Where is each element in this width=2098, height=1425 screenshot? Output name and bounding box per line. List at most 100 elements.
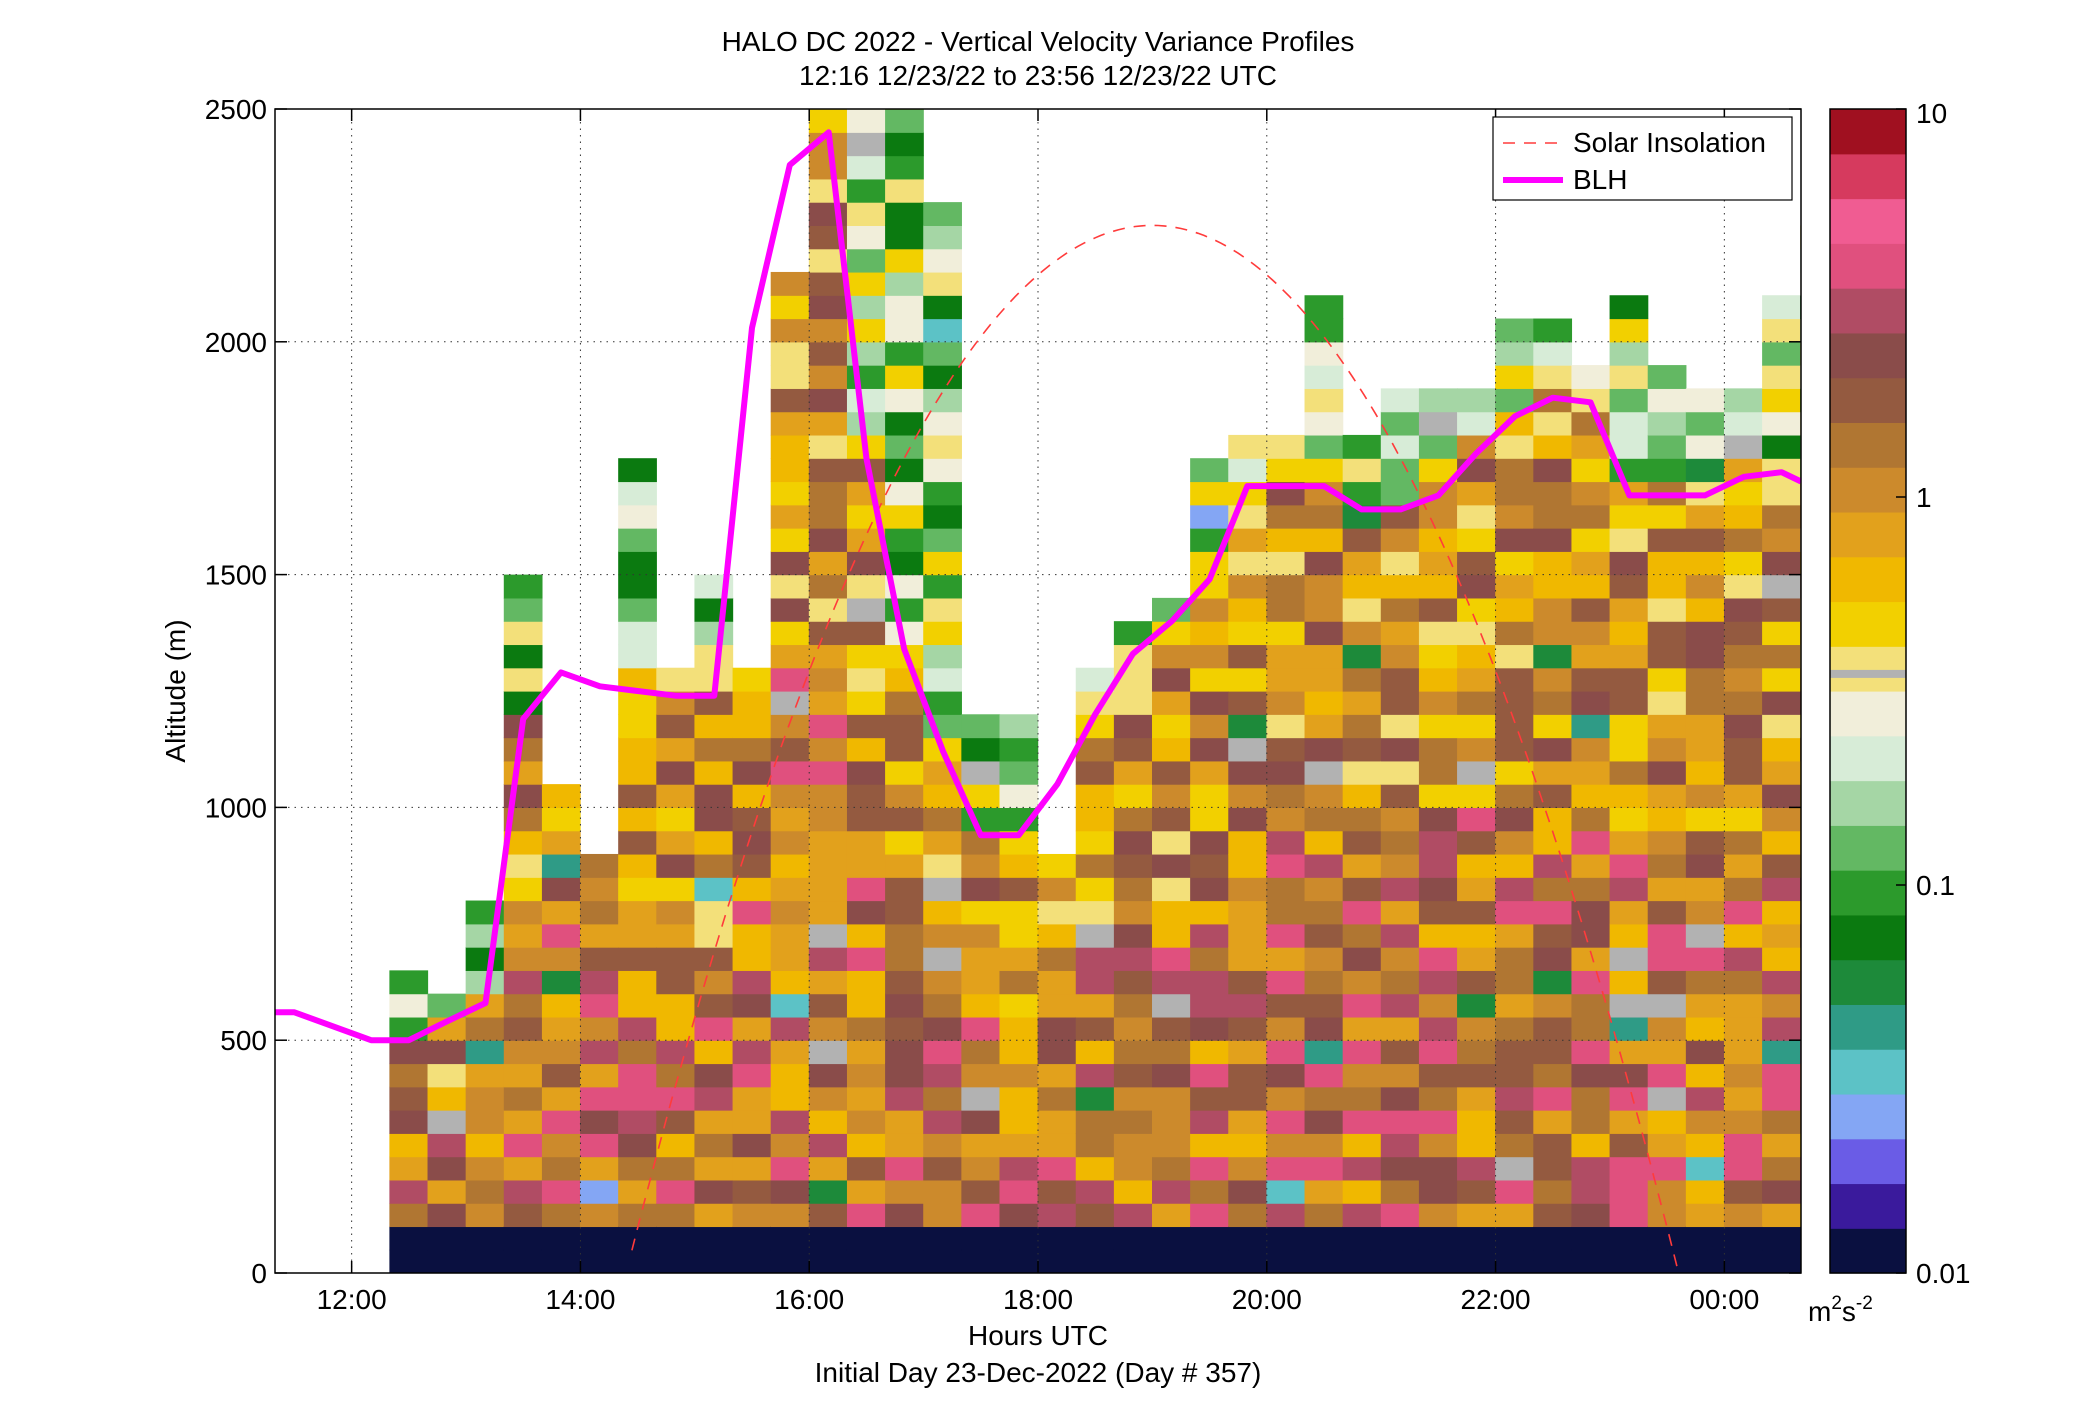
heatmap-cell bbox=[770, 947, 810, 971]
heatmap-cell bbox=[1037, 923, 1077, 948]
heatmap-cell bbox=[1152, 830, 1191, 855]
heatmap-cell bbox=[1647, 1179, 1687, 1204]
heatmap-cell bbox=[1647, 504, 1687, 529]
heatmap-cell bbox=[1342, 1249, 1382, 1273]
heatmap-cell bbox=[1685, 970, 1725, 995]
heatmap-cell bbox=[1075, 877, 1115, 902]
heatmap-cell bbox=[1113, 1086, 1153, 1111]
heatmap-cell bbox=[1152, 1156, 1191, 1181]
heatmap-cell bbox=[1418, 1086, 1458, 1111]
heatmap-cell bbox=[503, 1040, 543, 1065]
heatmap-cell bbox=[1304, 993, 1344, 1018]
heatmap-cell bbox=[1075, 737, 1115, 762]
heatmap-cell bbox=[808, 458, 848, 483]
heatmap-cell bbox=[1418, 1110, 1458, 1134]
heatmap-cell bbox=[1495, 574, 1534, 599]
chart-subtitle: 12:16 12/23/22 to 23:56 12/23/22 UTC bbox=[799, 60, 1277, 91]
heatmap-cell bbox=[1647, 691, 1687, 715]
heatmap-cell bbox=[808, 830, 848, 855]
heatmap-cell bbox=[961, 923, 1001, 948]
heatmap-cell bbox=[1647, 1110, 1687, 1134]
heatmap-cell bbox=[1457, 644, 1496, 669]
heatmap-cell bbox=[885, 155, 924, 180]
heatmap-cell bbox=[1418, 434, 1458, 459]
heatmap-cell bbox=[1647, 947, 1687, 971]
heatmap-cell bbox=[1418, 830, 1458, 855]
heatmap-cell bbox=[1113, 1249, 1153, 1273]
heatmap-cell bbox=[1647, 388, 1687, 413]
heatmap-cell bbox=[1113, 1203, 1153, 1228]
heatmap-cell bbox=[1304, 458, 1344, 483]
heatmap-cell bbox=[1152, 1249, 1191, 1273]
heatmap-cell bbox=[580, 1086, 619, 1111]
heatmap-cell bbox=[580, 853, 619, 878]
heatmap-cell bbox=[1495, 784, 1534, 808]
heatmap-cell bbox=[732, 1110, 772, 1134]
heatmap-cell bbox=[923, 528, 962, 552]
heatmap-cell bbox=[770, 923, 810, 948]
heatmap-cell bbox=[1304, 877, 1344, 902]
colorbar-segment bbox=[1830, 377, 1906, 423]
heatmap-cell bbox=[1304, 318, 1344, 343]
heatmap-cell bbox=[1418, 923, 1458, 948]
heatmap-cell bbox=[1457, 807, 1496, 832]
heatmap-cell bbox=[1762, 1133, 1801, 1158]
heatmap-cell bbox=[1342, 574, 1382, 599]
heatmap-cell bbox=[1037, 877, 1077, 902]
heatmap-cell bbox=[1342, 784, 1382, 808]
heatmap-cell bbox=[1190, 528, 1229, 552]
heatmap-cell bbox=[1685, 388, 1725, 413]
heatmap-cell bbox=[1266, 574, 1306, 599]
heatmap-cell bbox=[961, 1133, 1001, 1158]
heatmap-cell bbox=[999, 923, 1039, 948]
heatmap-cell bbox=[1457, 667, 1496, 692]
heatmap-cell bbox=[1609, 1249, 1649, 1273]
heatmap-cell bbox=[465, 1156, 505, 1181]
heatmap-cell bbox=[770, 574, 810, 599]
heatmap-cell bbox=[1190, 947, 1229, 971]
heatmap-cell bbox=[1762, 318, 1801, 343]
heatmap-cell bbox=[1266, 528, 1306, 552]
heatmap-cell bbox=[885, 528, 924, 552]
heatmap-cell bbox=[656, 853, 696, 878]
heatmap-cell bbox=[1533, 970, 1573, 995]
heatmap-cell bbox=[1571, 1249, 1611, 1273]
heatmap-cell bbox=[1609, 411, 1649, 436]
heatmap-cell bbox=[1533, 807, 1573, 832]
heatmap-cell bbox=[961, 1179, 1001, 1204]
heatmap-cell bbox=[1762, 574, 1801, 599]
heatmap-cell bbox=[770, 1156, 810, 1181]
heatmap-cell bbox=[732, 1179, 772, 1204]
heatmap-cell bbox=[1533, 667, 1573, 692]
heatmap-cell bbox=[1533, 900, 1573, 925]
heatmap-cell bbox=[1190, 807, 1229, 832]
heatmap bbox=[389, 109, 1801, 1273]
heatmap-cell bbox=[846, 644, 886, 669]
colorbar-segment bbox=[1830, 198, 1906, 244]
colorbar-segment bbox=[1830, 959, 1906, 1005]
heatmap-cell bbox=[1266, 784, 1306, 808]
heatmap-cell bbox=[1685, 574, 1725, 599]
heatmap-cell bbox=[846, 947, 886, 971]
colorbar-tick-label: 1 bbox=[1916, 482, 1932, 513]
heatmap-cell bbox=[1762, 597, 1801, 622]
heatmap-cell bbox=[923, 947, 962, 971]
heatmap-cell bbox=[1342, 481, 1382, 506]
heatmap-cell bbox=[1190, 621, 1229, 646]
heatmap-cell bbox=[808, 434, 848, 459]
heatmap-cell bbox=[541, 1110, 581, 1134]
heatmap-cell bbox=[656, 667, 696, 692]
heatmap-cell bbox=[1190, 458, 1229, 483]
heatmap-cell bbox=[732, 1203, 772, 1228]
heatmap-cell bbox=[1723, 667, 1763, 692]
heatmap-cell bbox=[1533, 877, 1573, 902]
heatmap-cell bbox=[1228, 1226, 1268, 1251]
heatmap-cell bbox=[618, 830, 657, 855]
heatmap-cell bbox=[1342, 691, 1382, 715]
heatmap-cell bbox=[923, 271, 962, 296]
heatmap-cell bbox=[656, 1110, 696, 1134]
heatmap-cell bbox=[1533, 1203, 1573, 1228]
heatmap-cell bbox=[961, 1040, 1001, 1065]
heatmap-cell bbox=[846, 667, 886, 692]
heatmap-cell bbox=[1304, 574, 1344, 599]
